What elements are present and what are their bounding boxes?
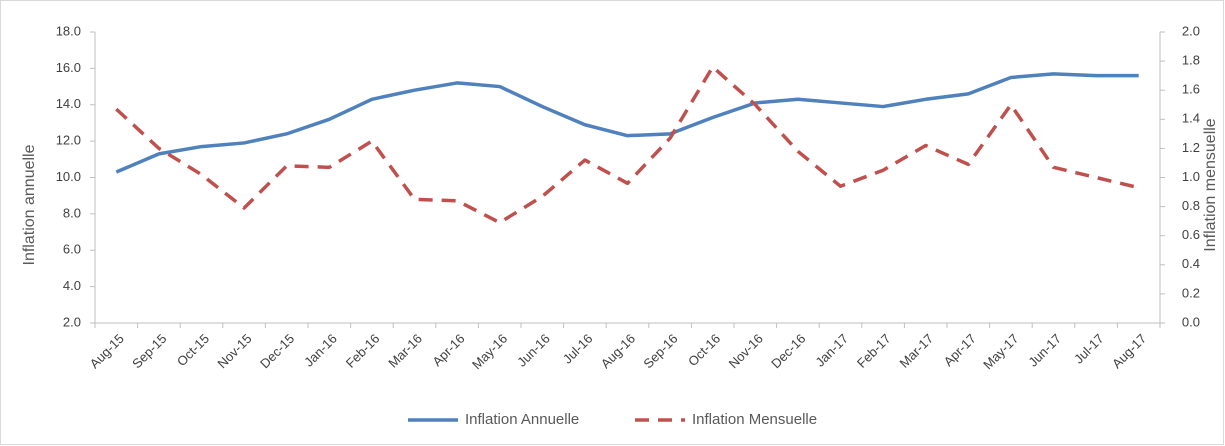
series-line	[115, 72, 1139, 174]
y2-tick-label: 0.2	[1182, 285, 1200, 300]
y2-axis-title: Inflation mensuelle	[1202, 118, 1219, 252]
y2-tick-label: 0.6	[1182, 227, 1200, 242]
y-tick-label: 12.0	[56, 133, 81, 148]
y2-tick-label: 0.8	[1182, 198, 1200, 213]
y-tick-label: 10.0	[56, 169, 81, 184]
y-tick-label: 14.0	[56, 96, 81, 111]
y2-tick-label: 1.4	[1182, 111, 1200, 126]
legend-label: Inflation Annuelle	[465, 411, 579, 428]
y-axis-title: Inflation annuelle	[21, 144, 38, 265]
y2-tick-label: 1.0	[1182, 169, 1200, 184]
y-tick-label: 16.0	[56, 60, 81, 75]
y-tick-label: 4.0	[63, 278, 81, 293]
y-tick-label: 2.0	[63, 314, 81, 329]
y-tick-label: 18.0	[56, 23, 81, 38]
y2-tick-label: 0.4	[1182, 256, 1200, 271]
y-tick-label: 6.0	[63, 242, 81, 257]
y2-tick-label: 0.0	[1182, 314, 1200, 329]
y2-tick-label: 1.2	[1182, 140, 1200, 155]
y-tick-label: 8.0	[63, 205, 81, 220]
y2-tick-label: 1.6	[1182, 82, 1200, 97]
legend-label: Inflation Mensuelle	[692, 411, 817, 428]
y2-tick-label: 2.0	[1182, 23, 1200, 38]
series-line	[115, 65, 1140, 225]
y2-tick-label: 1.8	[1182, 53, 1200, 68]
